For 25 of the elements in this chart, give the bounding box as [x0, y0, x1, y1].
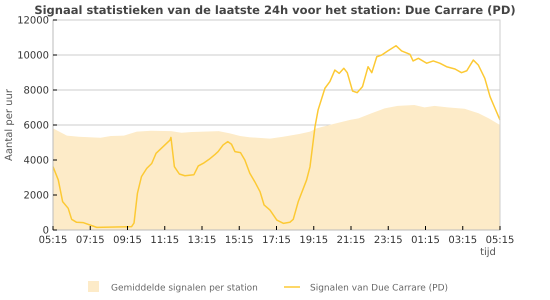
legend-label: Gemiddelde signalen per station: [111, 284, 258, 294]
legend-label: Signalen van Due Carrare (PD): [310, 284, 448, 294]
y-tick-label: 2000: [24, 190, 49, 202]
x-tick-label: 17:15: [262, 235, 291, 246]
x-tick-label: 05:15: [38, 235, 68, 246]
y-tick-label: 6000: [24, 120, 49, 132]
y-axis-title: Aantal per uur: [4, 88, 15, 161]
y-tick-label: 0: [42, 226, 49, 236]
chart-title: Signaal statistieken van de laatste 24h voor het station: Due Carrare (PD): [34, 3, 516, 17]
x-tick-label: 07:15: [76, 235, 105, 246]
x-tick-label: 13:15: [188, 235, 216, 246]
y-tick-label: 4000: [24, 156, 49, 166]
x-tick-label: 09:15: [113, 235, 142, 246]
y-tick-label: 12000: [17, 16, 49, 26]
x-tick-label: 21:15: [336, 235, 366, 246]
x-tick-label: 19:15: [299, 235, 328, 246]
y-tick-label: 10000: [17, 50, 49, 62]
x-tick-label: 03:15: [448, 235, 478, 246]
x-tick-label: 11:15: [150, 235, 180, 246]
x-axis-title: tijd: [480, 247, 496, 258]
x-tick-label: 23:15: [374, 235, 403, 246]
y-tick-label: 8000: [24, 86, 49, 96]
x-tick-label: 15:15: [224, 235, 254, 246]
x-tick-label: 05:15: [486, 235, 514, 246]
x-tick-label: 01:15: [411, 235, 440, 246]
